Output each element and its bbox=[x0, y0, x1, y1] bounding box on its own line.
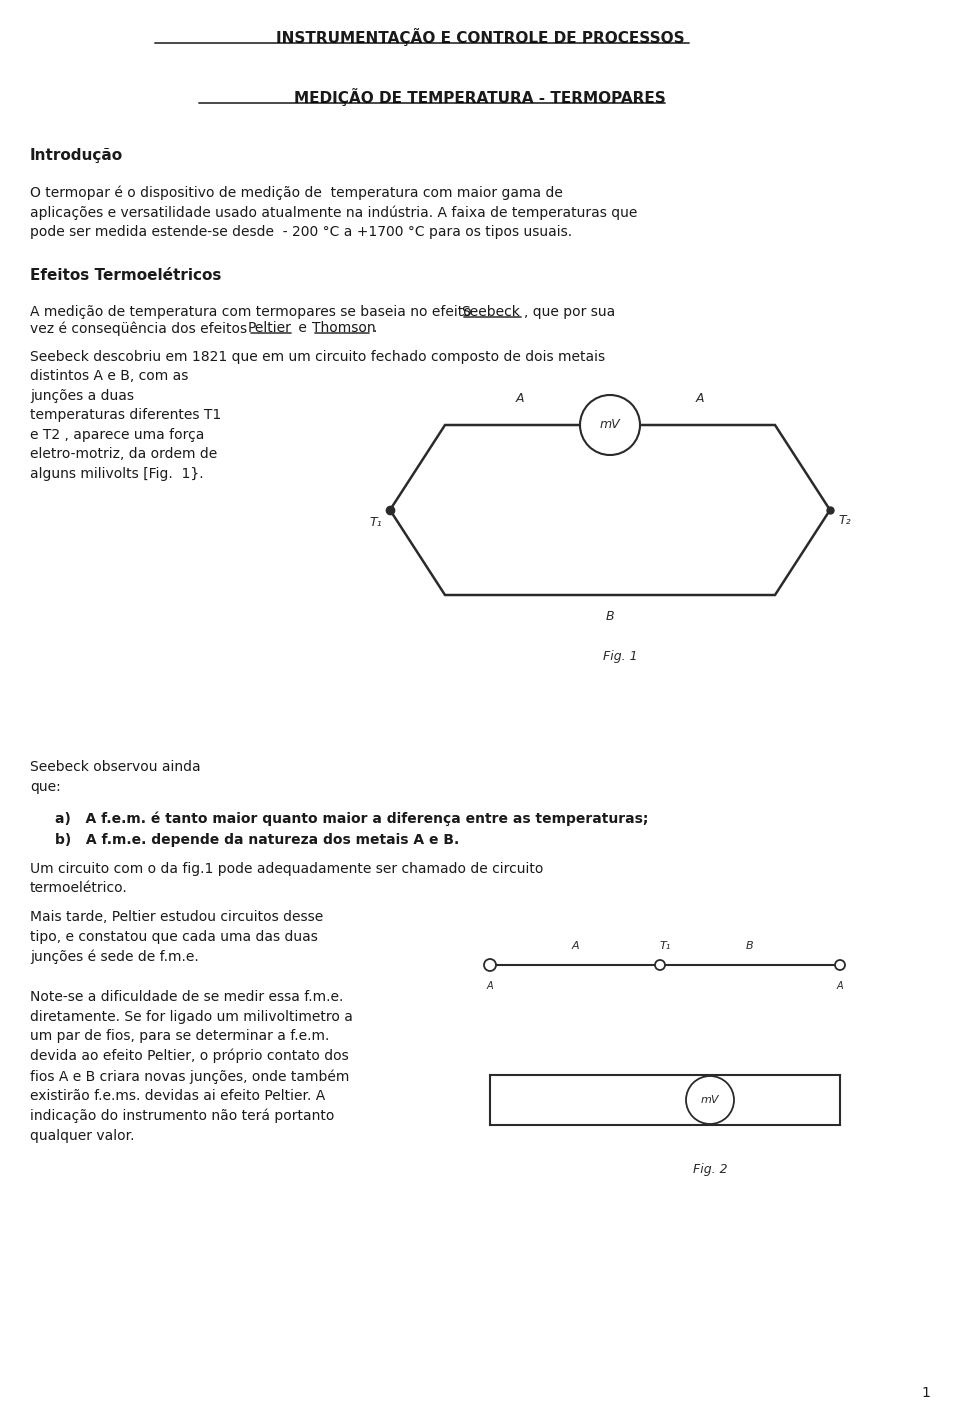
Text: B: B bbox=[606, 609, 614, 624]
Text: A: A bbox=[487, 980, 493, 990]
Text: A medição de temperatura com termopares se baseia no efeito: A medição de temperatura com termopares … bbox=[30, 305, 476, 320]
Text: Fig. 1: Fig. 1 bbox=[603, 651, 637, 664]
Text: A: A bbox=[696, 392, 705, 405]
Circle shape bbox=[484, 959, 496, 970]
Text: A: A bbox=[571, 940, 579, 950]
Text: O termopar é o dispositivo de medição de  temperatura com maior gama de
aplicaçõ: O termopar é o dispositivo de medição de… bbox=[30, 186, 637, 240]
Text: a)   A f.e.m. é tanto maior quanto maior a diferença entre as temperaturas;: a) A f.e.m. é tanto maior quanto maior a… bbox=[55, 812, 648, 826]
Text: mV: mV bbox=[600, 418, 620, 431]
Text: Seebeck descobriu em 1821 que em um circuito fechado composto de dois metais
dis: Seebeck descobriu em 1821 que em um circ… bbox=[30, 350, 605, 481]
Text: b)   A f.m.e. depende da natureza dos metais A e B.: b) A f.m.e. depende da natureza dos meta… bbox=[55, 833, 459, 848]
Circle shape bbox=[686, 1076, 734, 1124]
Text: A: A bbox=[837, 980, 843, 990]
Circle shape bbox=[580, 395, 640, 455]
Text: T₁: T₁ bbox=[660, 940, 671, 950]
Text: .: . bbox=[372, 321, 376, 335]
Text: T₂: T₂ bbox=[838, 514, 851, 527]
Text: Thomson: Thomson bbox=[312, 321, 375, 335]
Text: Peltier: Peltier bbox=[248, 321, 292, 335]
Text: Introdução: Introdução bbox=[30, 148, 123, 163]
Text: Mais tarde, Peltier estudou circuitos desse
tipo, e constatou que cada uma das d: Mais tarde, Peltier estudou circuitos de… bbox=[30, 910, 324, 963]
Text: B: B bbox=[746, 940, 754, 950]
Circle shape bbox=[835, 960, 845, 970]
Text: 1: 1 bbox=[922, 1386, 930, 1400]
Text: , que por sua: , que por sua bbox=[524, 305, 615, 320]
Text: e: e bbox=[294, 321, 311, 335]
Text: vez é conseqüência dos efeitos: vez é conseqüência dos efeitos bbox=[30, 321, 252, 335]
Text: Note-se a dificuldade de se medir essa f.m.e.
diretamente. Se for ligado um mili: Note-se a dificuldade de se medir essa f… bbox=[30, 990, 353, 1143]
Text: A: A bbox=[516, 392, 524, 405]
Text: MEDIÇÃO DE TEMPERATURA - TERMOPARES: MEDIÇÃO DE TEMPERATURA - TERMOPARES bbox=[294, 88, 666, 106]
Text: Efeitos Termoelétricos: Efeitos Termoelétricos bbox=[30, 268, 222, 283]
Text: Um circuito com o da fig.1 pode adequadamente ser chamado de circuito
termoelétr: Um circuito com o da fig.1 pode adequada… bbox=[30, 862, 543, 896]
Text: Seebeck: Seebeck bbox=[461, 305, 520, 320]
Text: T₁: T₁ bbox=[370, 515, 382, 528]
Text: INSTRUMENTAÇÃO E CONTROLE DE PROCESSOS: INSTRUMENTAÇÃO E CONTROLE DE PROCESSOS bbox=[276, 29, 684, 46]
Circle shape bbox=[655, 960, 665, 970]
Text: Fig. 2: Fig. 2 bbox=[693, 1163, 728, 1176]
Text: mV: mV bbox=[701, 1095, 719, 1104]
Text: Seebeck observou ainda
que:: Seebeck observou ainda que: bbox=[30, 761, 201, 793]
